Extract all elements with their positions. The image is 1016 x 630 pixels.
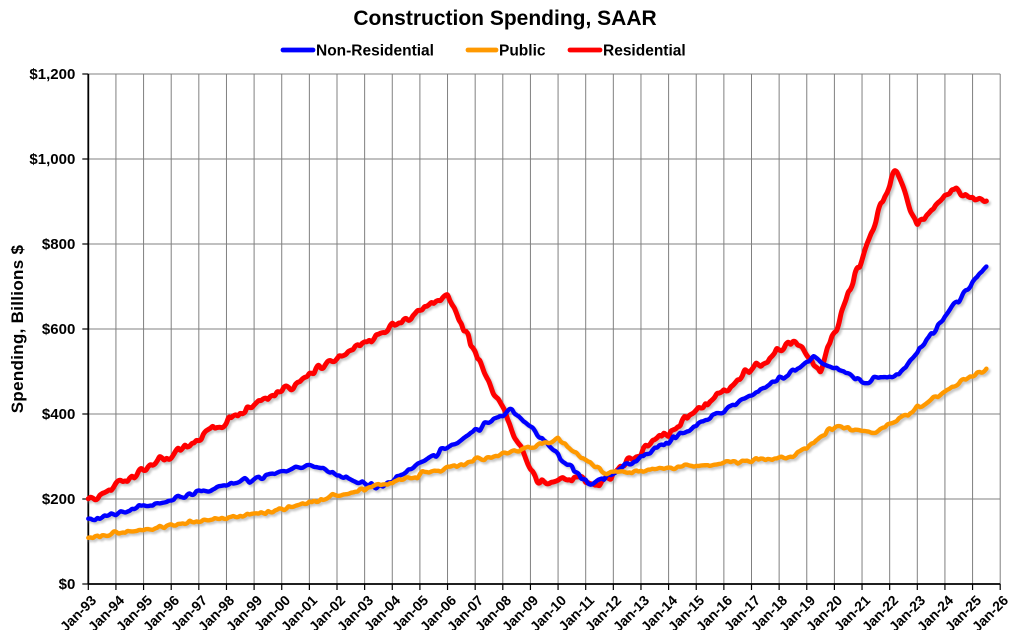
svg-text:$1,200: $1,200 xyxy=(29,66,75,83)
svg-text:Residential: Residential xyxy=(603,43,686,60)
svg-text:Public: Public xyxy=(499,43,546,60)
svg-text:$0: $0 xyxy=(59,576,76,593)
svg-text:Non-Residential: Non-Residential xyxy=(316,43,434,60)
svg-text:$800: $800 xyxy=(42,236,75,253)
svg-text:Construction Spending, SAAR: Construction Spending, SAAR xyxy=(353,7,656,30)
svg-text:$1,000: $1,000 xyxy=(29,151,75,168)
svg-text:$200: $200 xyxy=(42,491,75,508)
svg-text:$400: $400 xyxy=(42,406,75,423)
svg-text:$600: $600 xyxy=(42,321,75,338)
